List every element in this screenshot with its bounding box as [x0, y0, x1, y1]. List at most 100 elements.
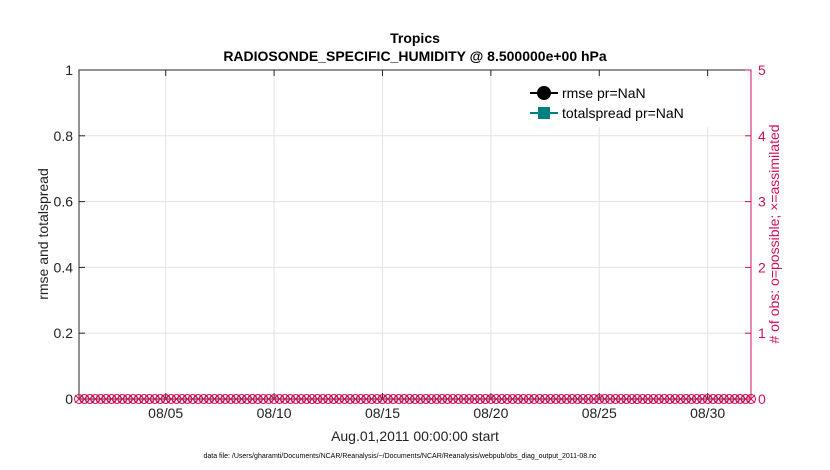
obs-possible-marker: [90, 394, 101, 404]
obs-possible-marker: [139, 394, 150, 404]
obs-count-markers: [74, 394, 756, 404]
y-tick-label: 0.6: [54, 194, 74, 210]
obs-possible-marker: [540, 394, 551, 404]
obs-possible-marker: [209, 394, 220, 404]
obs-possible-marker: [242, 394, 252, 404]
obs-possible-marker: [702, 394, 713, 404]
chart-subtitle: RADIOSONDE_SPECIFIC_HUMIDITY @ 8.500000e…: [223, 48, 607, 64]
obs-possible-marker: [670, 394, 681, 404]
obs-possible-marker: [171, 394, 182, 404]
y-tick-label: 0.8: [54, 128, 74, 144]
obs-possible-marker: [285, 394, 296, 404]
obs-possible-marker: [675, 394, 686, 404]
chart-title: Tropics: [390, 30, 440, 46]
obs-possible-marker: [578, 394, 588, 404]
legend-marker-rmse: [537, 86, 551, 100]
obs-possible-marker: [502, 394, 513, 404]
obs-possible-marker: [626, 394, 637, 404]
obs-possible-marker: [415, 394, 426, 404]
obs-possible-marker: [550, 394, 561, 404]
right-axis: 0 1 2 3 4 5: [745, 62, 766, 407]
obs-possible-marker: [236, 394, 247, 404]
obs-possible-marker: [507, 394, 518, 404]
obs-possible-marker: [512, 394, 523, 404]
obs-possible-marker: [214, 394, 225, 404]
obs-possible-marker: [204, 394, 215, 404]
y-right-tick-label: 3: [758, 194, 766, 210]
obs-possible-marker: [328, 394, 339, 404]
obs-possible-marker: [372, 394, 383, 404]
data-file-footer: data file: /Users/gharamti/Documents/NCA…: [203, 453, 597, 460]
legend: rmse pr=NaN totalspread pr=NaN: [528, 79, 742, 127]
obs-possible-marker: [659, 394, 670, 404]
obs-possible-marker: [220, 394, 231, 404]
obs-possible-marker: [567, 394, 578, 404]
obs-possible-marker: [529, 394, 540, 404]
obs-possible-marker: [79, 394, 90, 404]
y-right-tick-label: 4: [758, 128, 766, 144]
obs-possible-marker: [431, 394, 442, 404]
obs-possible-marker: [366, 394, 377, 404]
obs-possible-marker: [523, 394, 534, 404]
obs-possible-marker: [680, 394, 691, 404]
obs-possible-marker: [491, 394, 502, 404]
obs-possible-marker: [290, 394, 301, 404]
obs-possible-marker: [615, 394, 626, 404]
x-tick-label: 08/20: [473, 405, 508, 421]
obs-possible-marker: [697, 394, 708, 404]
obs-possible-marker: [377, 394, 388, 404]
obs-possible-marker: [556, 394, 567, 404]
y-tick-label: 1: [65, 62, 73, 78]
obs-possible-marker: [686, 394, 697, 404]
obs-possible-marker: [339, 394, 350, 404]
obs-possible-marker: [534, 394, 545, 404]
obs-possible-marker: [442, 394, 453, 404]
obs-possible-marker: [252, 394, 263, 404]
y-right-tick-label: 0: [758, 391, 766, 407]
obs-possible-marker: [583, 394, 594, 404]
legend-label-totalspread: totalspread pr=NaN: [562, 105, 684, 121]
obs-possible-marker: [404, 394, 415, 404]
obs-possible-marker: [225, 394, 236, 404]
legend-box: [528, 79, 742, 127]
obs-possible-marker: [296, 394, 307, 404]
legend-marker-totalspread: [538, 107, 550, 119]
obs-possible-marker: [410, 394, 420, 404]
x-tick-label: 08/25: [582, 405, 617, 421]
obs-possible-marker: [344, 394, 355, 404]
obs-possible-marker: [106, 394, 117, 404]
legend-label-rmse: rmse pr=NaN: [562, 85, 646, 101]
x-tick-label: 08/05: [148, 405, 183, 421]
obs-possible-marker: [561, 394, 572, 404]
obs-possible-marker: [691, 394, 702, 404]
x-axis: 08/05 08/10 08/15 08/20 08/25 08/30: [148, 70, 725, 421]
obs-possible-marker: [361, 394, 372, 404]
obs-possible-marker: [388, 394, 399, 404]
obs-possible-marker: [420, 394, 431, 404]
obs-possible-marker: [144, 394, 155, 404]
obs-possible-marker: [610, 394, 621, 404]
obs-possible-marker: [355, 394, 366, 404]
y-tick-label: 0.4: [54, 259, 74, 275]
obs-possible-marker: [475, 394, 486, 404]
obs-possible-marker: [95, 394, 106, 404]
obs-possible-marker: [632, 394, 643, 404]
obs-possible-marker: [393, 394, 404, 404]
y-right-tick-label: 5: [758, 62, 766, 78]
obs-possible-marker: [155, 394, 166, 404]
obs-possible-marker: [193, 394, 204, 404]
obs-possible-marker: [588, 394, 599, 404]
obs-possible-marker: [643, 394, 654, 404]
obs-possible-marker: [176, 394, 187, 404]
obs-possible-marker: [708, 394, 719, 404]
obs-possible-marker: [453, 394, 464, 404]
obs-possible-marker: [117, 394, 128, 404]
obs-possible-marker: [84, 394, 95, 404]
obs-possible-marker: [605, 394, 616, 404]
obs-possible-marker: [160, 394, 171, 404]
y-tick-label: 0.2: [54, 325, 74, 341]
x-tick-label: 08/15: [365, 405, 400, 421]
obs-possible-marker: [447, 394, 458, 404]
y-axis-label: rmse and totalspread: [35, 168, 51, 300]
